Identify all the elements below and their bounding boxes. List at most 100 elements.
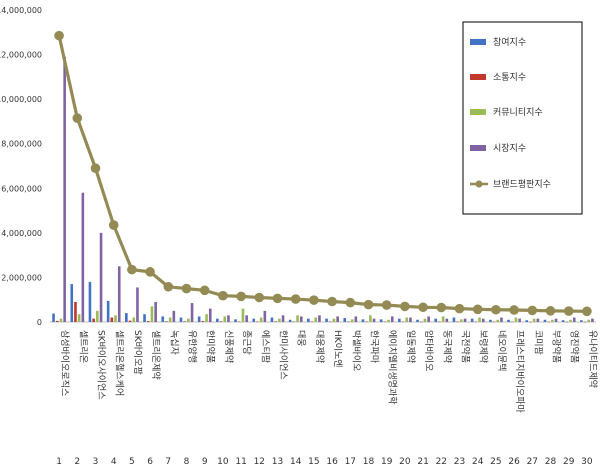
trend-point-16 — [327, 296, 337, 307]
trend-point-28 — [545, 306, 556, 316]
bar-1-23 — [452, 317, 456, 322]
bar-2-7 — [165, 321, 168, 322]
bar-3-16 — [332, 318, 336, 322]
x-category-label: 대웅 — [296, 330, 307, 347]
x-index-label: 9 — [202, 457, 208, 467]
bar-4-18 — [372, 318, 376, 322]
bar-4-10 — [227, 315, 230, 322]
trend-point-15 — [309, 295, 319, 305]
bar-3-29 — [569, 319, 572, 322]
bar-4-24 — [481, 318, 485, 322]
bar-4-13 — [281, 315, 285, 322]
y-tick-label: 12,000,000 — [0, 51, 42, 60]
x-category-label: HK이노엔 — [332, 330, 343, 368]
x-index-label: 25 — [490, 457, 501, 467]
bar-1-8 — [179, 317, 183, 322]
bar-1-10 — [216, 318, 219, 322]
bar-3-10 — [223, 316, 227, 322]
bar-4-7 — [172, 310, 176, 322]
bar-4-16 — [336, 316, 339, 322]
bar-1-25 — [489, 319, 492, 322]
x-category-label: 신풍제약 — [223, 330, 235, 363]
bar-4-26 — [518, 318, 521, 322]
trend-point-24 — [472, 304, 483, 315]
bar-3-26 — [514, 317, 518, 322]
bar-1-9 — [197, 316, 201, 322]
bar-3-8 — [187, 318, 190, 322]
bar-4-28 — [554, 318, 558, 322]
bar-4-2 — [81, 192, 85, 322]
bar-4-23 — [463, 318, 467, 322]
bar-4-17 — [354, 316, 358, 322]
bar-1-6 — [143, 314, 146, 322]
bar-1-30 — [580, 320, 583, 322]
bar-3-22 — [441, 316, 445, 322]
legend-label: 브랜드평판지수 — [493, 179, 551, 190]
bar-3-20 — [405, 317, 409, 322]
trend-point-29 — [563, 306, 574, 316]
bar-1-12 — [252, 318, 256, 322]
bar-3-9 — [205, 314, 208, 322]
x-index-label: 17 — [345, 457, 356, 467]
x-category-label: 종근당 — [241, 330, 252, 355]
bar-2-3 — [92, 318, 95, 322]
bar-3-6 — [150, 306, 154, 322]
trend-point-27 — [527, 305, 538, 316]
bar-1-11 — [234, 319, 237, 322]
trend-point-13 — [272, 293, 283, 304]
x-index-label: 27 — [527, 457, 538, 467]
bar-4-11 — [245, 315, 248, 322]
y-tick-label: 0 — [37, 318, 42, 327]
trend-point-12 — [254, 292, 265, 303]
bar-3-19 — [387, 319, 390, 322]
y-tick-label: 2,000,000 — [1, 273, 42, 282]
x-category-label: 셀트리온헬스케어 — [114, 330, 125, 396]
trend-point-18 — [363, 299, 374, 310]
bar-1-22 — [434, 318, 438, 322]
bar-2-29 — [565, 321, 569, 323]
bar-2-9 — [201, 321, 205, 322]
trend-point-6 — [145, 267, 155, 277]
trend-point-23 — [454, 303, 465, 314]
x-category-label: 박셀바이오 — [350, 330, 361, 371]
y-tick-label: 6,000,000 — [1, 184, 42, 193]
bar-3-17 — [350, 319, 354, 322]
x-category-label: SK바이오사이언스 — [96, 330, 108, 400]
bar-3-12 — [259, 317, 263, 322]
x-category-label: 에스티팜 — [259, 330, 270, 363]
bar-1-16 — [325, 318, 328, 322]
x-index-label: 4 — [111, 457, 117, 467]
bar-2-27 — [529, 321, 532, 323]
bar-2-25 — [492, 321, 496, 323]
trend-point-8 — [181, 283, 192, 294]
bar-1-21 — [416, 319, 419, 322]
bar-1-17 — [343, 317, 347, 322]
x-category-label: 압타바이오 — [423, 330, 435, 371]
trend-point-11 — [236, 291, 246, 302]
trend-point-26 — [509, 305, 519, 315]
legend-swatch — [470, 145, 486, 151]
bar-3-28 — [551, 319, 554, 322]
bar-4-30 — [591, 318, 594, 322]
x-index-label: 3 — [93, 457, 99, 467]
trend-point-17 — [345, 297, 356, 308]
bar-1-26 — [507, 319, 510, 322]
x-index-label: 13 — [272, 457, 283, 467]
bar-1-28 — [543, 319, 547, 322]
trend-point-22 — [436, 302, 447, 313]
bar-4-12 — [263, 310, 267, 322]
bar-2-15 — [310, 321, 314, 323]
bar-3-15 — [314, 317, 318, 322]
bar-3-30 — [587, 319, 591, 322]
legend-label: 소통지수 — [493, 72, 526, 83]
bar-2-10 — [219, 321, 223, 322]
bar-3-27 — [532, 318, 536, 322]
legend-label: 참여지수 — [493, 36, 526, 48]
x-category-label: 프레스티지바이오파마 — [514, 330, 525, 414]
bar-4-3 — [99, 232, 103, 322]
bar-3-18 — [369, 315, 372, 322]
x-category-label: 한국파마 — [369, 330, 380, 364]
bar-4-15 — [318, 315, 321, 322]
trend-line-group — [54, 30, 592, 317]
bar-2-4 — [110, 317, 114, 322]
